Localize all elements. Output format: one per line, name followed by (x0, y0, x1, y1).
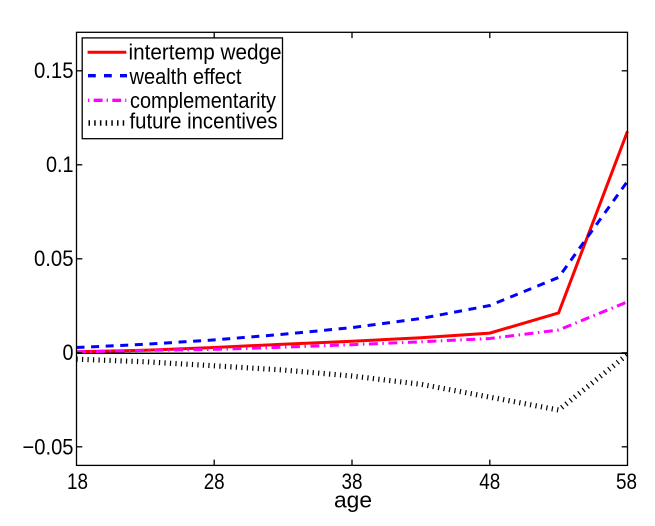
svg-text:intertemp wedge: intertemp wedge (129, 39, 282, 64)
svg-text:28: 28 (204, 469, 225, 494)
svg-text:wealth effect: wealth effect (129, 64, 242, 89)
svg-text:0.15: 0.15 (34, 58, 74, 83)
svg-text:18: 18 (67, 469, 88, 494)
svg-text:age: age (334, 488, 372, 513)
svg-text:0: 0 (63, 340, 74, 365)
svg-text:48: 48 (479, 469, 500, 494)
svg-text:future incentives: future incentives (130, 108, 278, 133)
svg-text:38: 38 (342, 469, 363, 494)
svg-text:0.05: 0.05 (34, 246, 74, 271)
svg-text:58: 58 (616, 469, 637, 494)
svg-text:0.1: 0.1 (46, 152, 74, 177)
svg-text:complementarity: complementarity (130, 88, 276, 113)
svg-text:−0.05: −0.05 (23, 434, 74, 459)
